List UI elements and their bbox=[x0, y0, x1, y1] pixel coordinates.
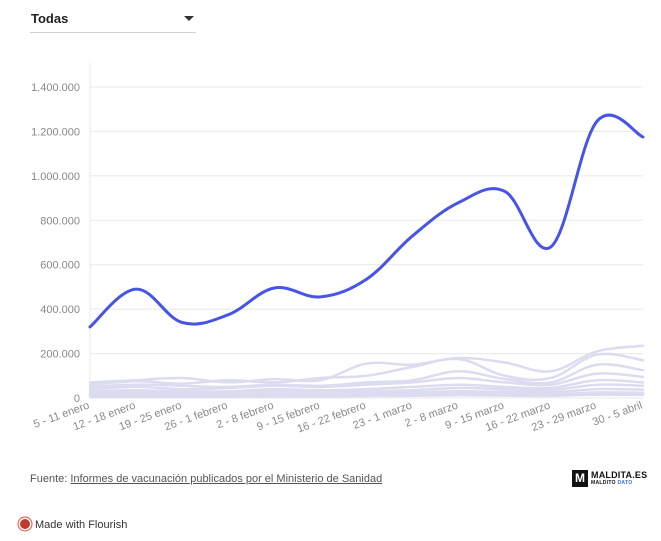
background-series-line bbox=[88, 378, 645, 393]
region-select[interactable]: Todas bbox=[30, 6, 196, 33]
line-chart: 0 200.000 400.000 600.000 800.000 1.000.000 1.… bbox=[31, 63, 645, 435]
x-tick-label: 30 - 5 abril bbox=[591, 400, 644, 429]
maldita-logo: M MALDITA.ES MALDITO DATO bbox=[572, 470, 650, 488]
y-tick-label: 200.000 bbox=[40, 349, 80, 361]
y-tick-label: 0 bbox=[74, 393, 80, 405]
background-series-line bbox=[88, 363, 645, 389]
y-tick-label: 1.400.000 bbox=[31, 82, 80, 94]
y-tick-label: 1.000.000 bbox=[31, 171, 80, 183]
logo-sub-prefix: MALDITO bbox=[591, 480, 618, 486]
y-tick-label: 800.000 bbox=[40, 215, 80, 227]
logo-mark: M bbox=[572, 470, 588, 487]
background-series-line bbox=[88, 344, 645, 384]
source-note: Fuente: Informes de vacunación publicado… bbox=[30, 473, 382, 485]
region-select-value: Todas bbox=[31, 11, 69, 26]
source-prefix: Fuente: bbox=[30, 473, 71, 485]
highlight-series-line bbox=[88, 113, 645, 329]
y-tick-label: 600.000 bbox=[40, 260, 80, 272]
logo-sub-text: MALDITO DATO bbox=[591, 480, 632, 486]
logo-main-text: MALDITA.ES bbox=[591, 470, 648, 480]
source-link[interactable]: Informes de vacunación publicados por el… bbox=[70, 473, 383, 485]
background-series-line bbox=[88, 393, 645, 399]
background-series-line bbox=[88, 372, 645, 391]
chevron-down-icon bbox=[184, 16, 194, 21]
made-with-flourish-link[interactable]: Made with Flourish bbox=[20, 519, 127, 531]
logo-sub-highlight: DATO bbox=[617, 480, 633, 486]
y-tick-label: 400.000 bbox=[40, 304, 80, 316]
background-series-line bbox=[88, 352, 645, 386]
flourish-label: Made with Flourish bbox=[35, 519, 128, 531]
flourish-icon bbox=[20, 519, 30, 529]
y-tick-label: 1.200.000 bbox=[31, 126, 80, 138]
